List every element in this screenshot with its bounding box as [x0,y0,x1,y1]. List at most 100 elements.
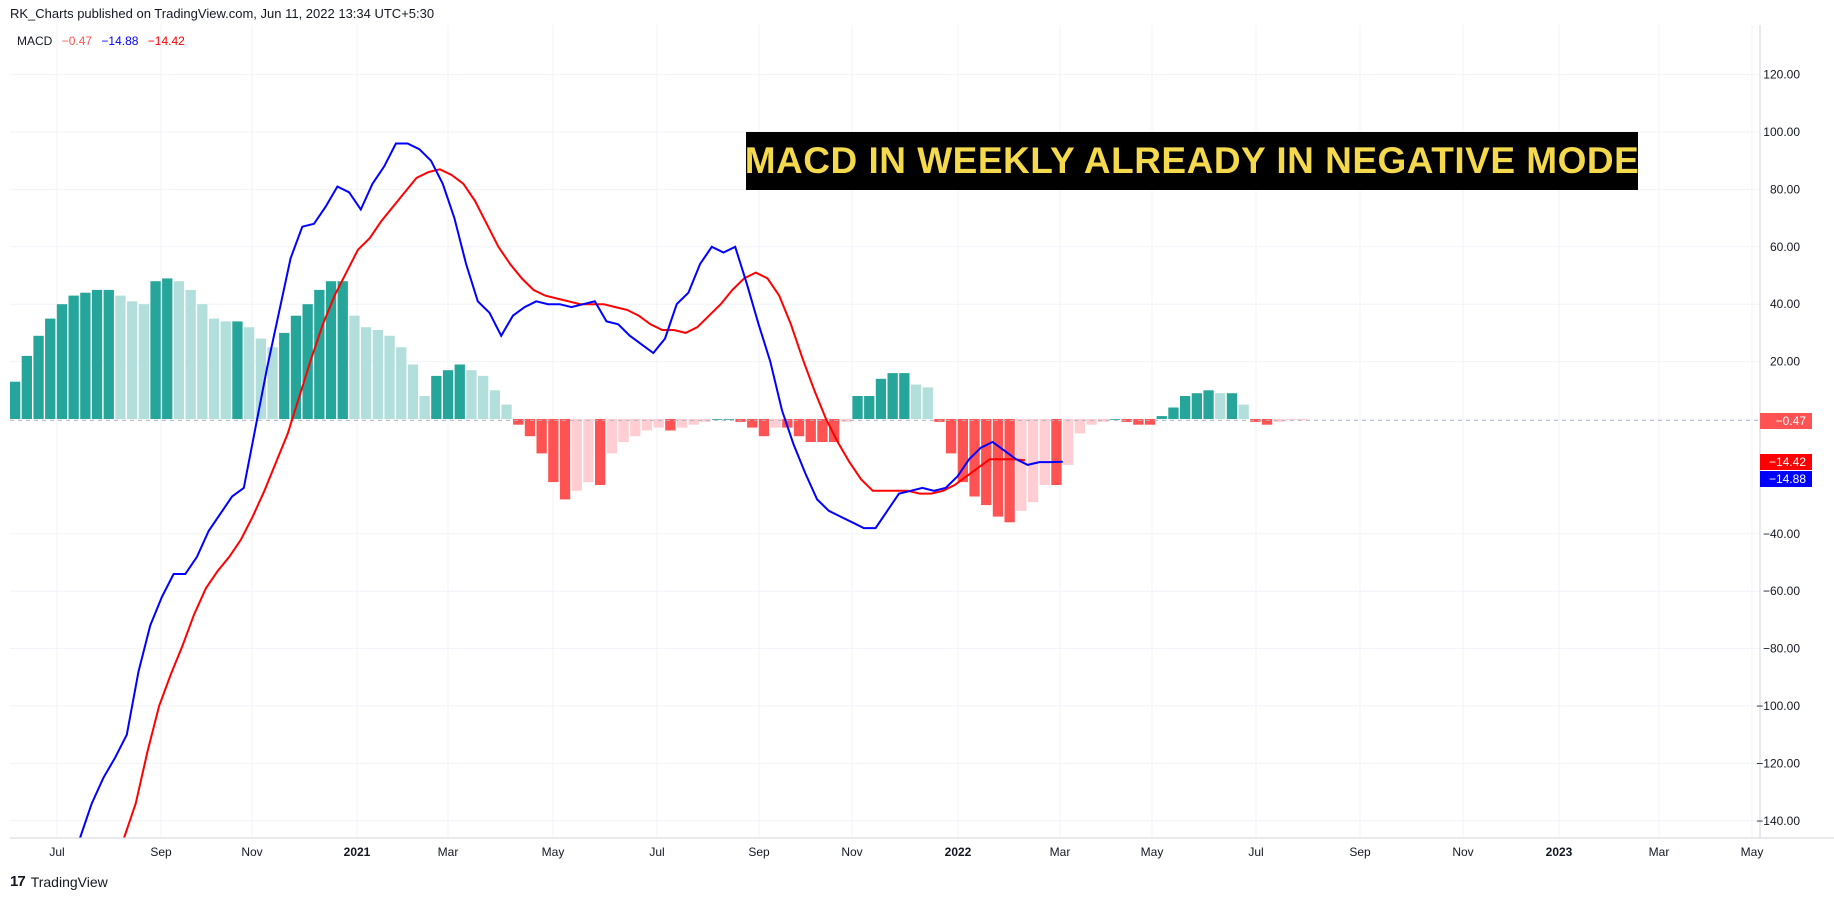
macd-chart[interactable]: 120.00 100.00 80.00 60.00 40.00 20.00 −40.00 −6… [0,0,1834,870]
footer-brand[interactable]: 17 TradingView [10,873,108,890]
legend-hist-value: −0.47 [61,34,93,48]
histogram-bar [290,315,302,419]
y-tick-label: −100.00 [1756,699,1800,713]
histogram-bar [80,292,91,419]
histogram-bar [793,419,805,437]
histogram-bar [618,419,629,442]
histogram-bar [489,390,500,419]
histogram-bar [103,289,114,419]
histogram-bar [910,384,922,419]
x-tick-label: Sep [1349,845,1371,859]
histogram-bar [396,347,407,420]
price-axis: 120.00 100.00 80.00 60.00 40.00 20.00 −40.00 −6… [1756,68,1800,828]
y-tick-label: −40.00 [1763,527,1800,541]
x-tick-label: Nov [1452,845,1473,859]
histogram-bar [1063,419,1074,465]
histogram-bar [185,289,196,419]
histogram-bar [314,289,325,419]
histogram-bar [829,419,840,442]
histogram-bar [115,295,126,419]
histogram-bar [770,419,781,428]
histogram-bar [232,321,243,419]
brand-name: TradingView [30,873,108,890]
histogram-bar [325,281,337,419]
annotation-text: MACD IN WEEKLY ALREADY IN NEGATIVE MODE [744,140,1640,181]
histogram-bar [1168,407,1179,419]
histogram-bar [1203,390,1214,419]
histogram-bar [197,304,208,419]
histogram-bar [244,327,255,419]
histogram-bar [1098,419,1109,422]
histogram-bar [56,304,68,419]
histogram-bar [524,419,536,437]
y-tick-label: −140.00 [1756,814,1800,828]
histogram-bar [372,330,383,419]
histogram-bar [68,295,79,419]
histogram-bar [559,419,571,500]
price-tag-signal-bg [1760,454,1812,470]
histogram-bar [10,381,21,419]
price-tag-macd: −14.88 [1769,472,1806,486]
price-tag-signal: −14.42 [1769,455,1806,469]
histogram-bar [45,318,56,419]
y-tick-label: 120.00 [1763,68,1800,82]
histogram-bar [501,404,512,419]
histogram-bar [1016,419,1027,511]
histogram-bar [419,396,430,419]
histogram-bar [583,419,594,483]
histogram-bar [138,304,149,419]
legend-signal-value: −14.42 [147,34,185,48]
histogram-bar [817,419,828,442]
histogram-bar [641,419,653,431]
histogram-bar [173,281,185,419]
tradingview-logo-icon: 17 [10,873,26,890]
x-tick-label: Sep [150,845,172,859]
x-tick-label: 2022 [945,845,972,859]
price-tag-hist: −0.47 [1776,414,1807,428]
histogram-bar [887,373,898,419]
indicator-legend[interactable]: MACD −0.47 −14.88 −14.42 [17,34,191,48]
y-tick-label: 100.00 [1763,125,1800,139]
histogram-bar [758,419,770,437]
price-tags: −0.47 −14.42 −14.88 [1760,413,1812,487]
histogram-bar [478,375,489,419]
histogram-bar [1180,396,1191,419]
histogram-bar [922,387,933,419]
x-tick-label: May [1141,845,1164,859]
histogram-bar [279,332,290,419]
y-tick-label: −120.00 [1756,756,1800,770]
histogram-bar [1004,419,1015,523]
histogram-bar [255,338,266,419]
histogram-bar [723,419,734,420]
publisher-header: RK_Charts published on TradingView.com, … [10,6,435,21]
histogram-bar [1109,419,1121,420]
signal-line [123,168,1026,839]
x-tick-label: 2021 [344,845,371,859]
x-tick-label: Sep [748,845,770,859]
histogram-bar [571,419,582,491]
histogram-bar [1051,419,1062,485]
histogram-bar [1133,419,1144,425]
histogram-bar [513,419,524,425]
x-tick-label: Jul [649,845,664,859]
histogram-bar [688,419,699,425]
histogram-bar [466,370,477,419]
histogram-bar [946,419,957,454]
histogram-bar [536,419,547,454]
histogram-bar [361,327,372,419]
x-tick-label: Mar [438,845,459,859]
histogram-bar [1226,393,1238,419]
histogram-bar [595,419,606,485]
price-tag-macd-bg [1760,471,1812,487]
x-tick-label: 2023 [1546,845,1573,859]
y-tick-label: −60.00 [1763,584,1800,598]
macd-line [79,142,1063,839]
histogram-bar [747,419,758,428]
histogram-bar [969,419,980,497]
histogram-bar [1191,393,1202,419]
histogram-bar [127,301,138,419]
histogram-bar [992,419,1004,517]
histogram-bar [630,419,641,437]
histogram-bar [220,321,231,419]
x-tick-label: Jul [49,845,64,859]
